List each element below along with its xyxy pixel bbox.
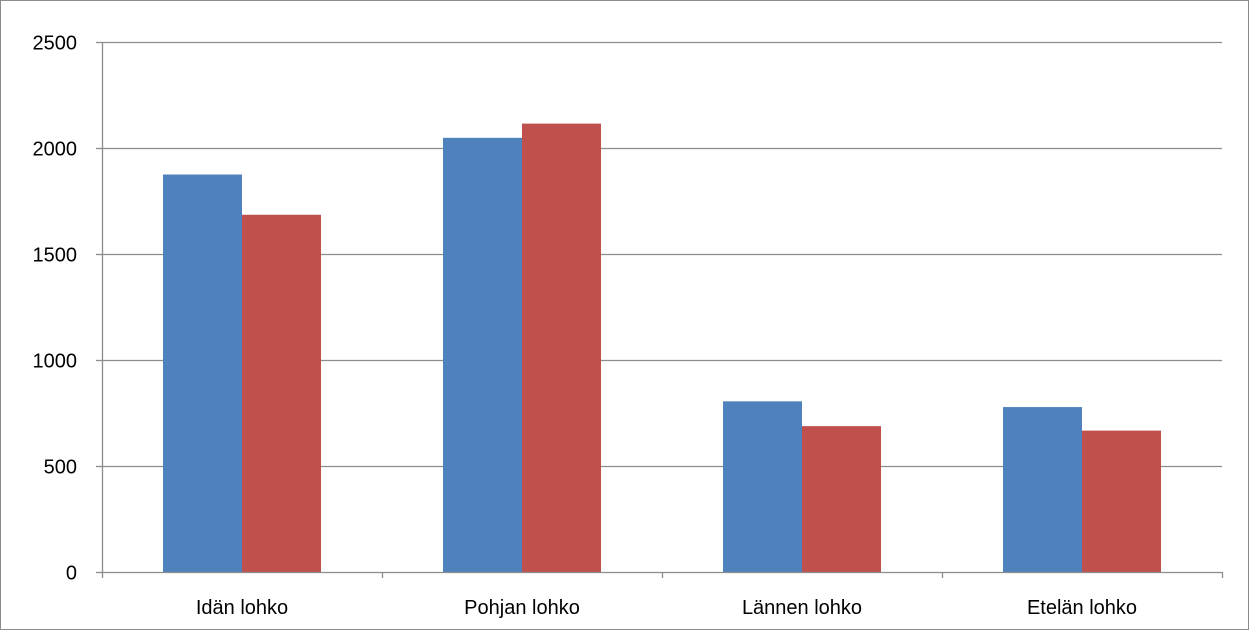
bar-series-1-3 bbox=[723, 401, 802, 572]
bar-series-1-1 bbox=[163, 174, 242, 572]
bar-series-1-4 bbox=[1003, 407, 1082, 572]
bar-series-2-1 bbox=[242, 214, 321, 572]
y-tick-label: 500 bbox=[44, 457, 77, 479]
bar-series-2-3 bbox=[802, 426, 881, 572]
bar-series-2-2 bbox=[522, 123, 601, 573]
x-category-label: Lännen lohko bbox=[742, 597, 862, 619]
y-tick-label: 2000 bbox=[33, 139, 78, 161]
axes bbox=[96, 41, 1224, 578]
y-tick-label: 1000 bbox=[33, 351, 78, 373]
bar-series-2-4 bbox=[1082, 430, 1161, 572]
x-category-label: Pohjan lohko bbox=[464, 597, 580, 619]
y-tick-label: 2500 bbox=[33, 33, 78, 55]
x-category-label: Idän lohko bbox=[196, 597, 288, 619]
bars bbox=[163, 123, 1161, 573]
labels: 0 500 1000 1500 2000 2500 Idän lohko Pohjan loh… bbox=[33, 33, 1138, 620]
y-tick-label: 1500 bbox=[33, 245, 78, 267]
y-tick-label: 0 bbox=[66, 563, 77, 585]
x-category-label: Etelän lohko bbox=[1027, 597, 1137, 619]
bar-series-1-2 bbox=[443, 137, 522, 572]
